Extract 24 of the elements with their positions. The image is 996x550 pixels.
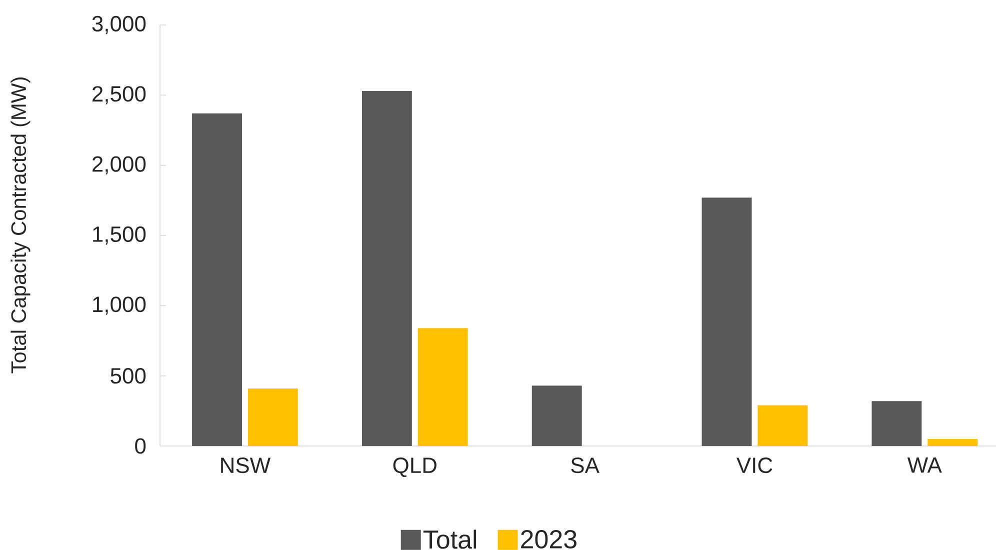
bar xyxy=(532,386,582,446)
x-tick-label: NSW xyxy=(221,458,271,474)
y-tick-label: 2,000 xyxy=(92,156,146,174)
y-tick-label: 3,000 xyxy=(92,16,146,34)
y-axis-title: Total Capacity Contracted (MW) xyxy=(10,78,30,374)
legend-label: 2023 xyxy=(521,530,576,548)
bar xyxy=(872,401,922,446)
x-tick-label: VIC xyxy=(736,458,772,474)
bar xyxy=(418,328,468,446)
y-tick-label: 500 xyxy=(110,368,146,384)
bar xyxy=(248,388,298,446)
bar xyxy=(758,405,808,446)
x-tick-label: SA xyxy=(571,458,600,474)
y-tick-label: 2,500 xyxy=(92,86,146,104)
y-tick-label: 1,000 xyxy=(93,296,146,315)
y-tick-label: 1,500 xyxy=(93,226,146,245)
bar xyxy=(192,113,242,446)
bar xyxy=(702,198,752,446)
x-tick-label: QLD xyxy=(393,458,436,478)
legend-label: Total xyxy=(423,530,476,549)
bar xyxy=(928,438,978,446)
bar xyxy=(362,90,412,446)
y-tick-label: 0 xyxy=(135,438,146,454)
x-tick-label: WA xyxy=(907,458,942,473)
